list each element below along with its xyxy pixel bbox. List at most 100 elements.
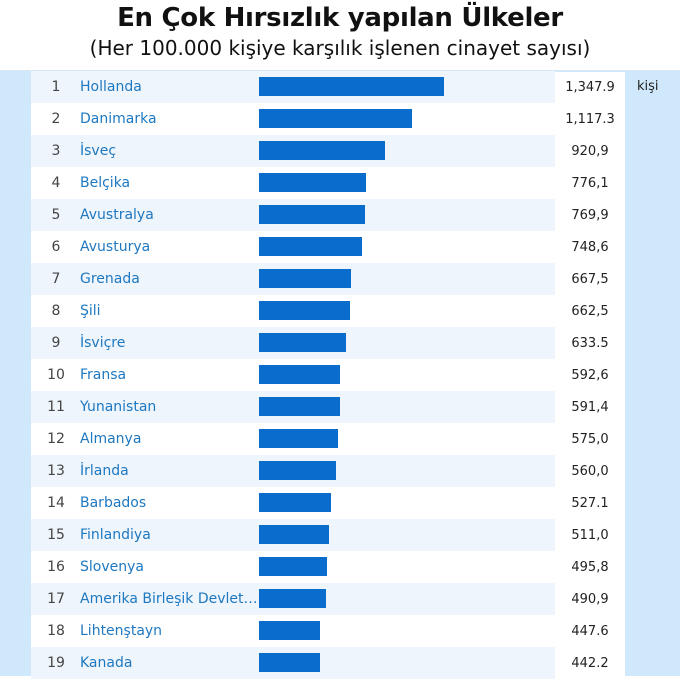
table-row: 6 Avusturya (31, 231, 555, 263)
value-cell: 592,6 (555, 360, 625, 392)
country-name[interactable]: Danimarka (80, 111, 157, 127)
country-name[interactable]: Barbados (80, 495, 147, 511)
value-cell: 1,117.3 (555, 104, 625, 136)
unit-label: kişi (637, 79, 659, 94)
bar (259, 589, 326, 608)
rank-number: 5 (51, 207, 61, 223)
chart-subtitle: (Her 100.000 kişiye karşılık işlenen cin… (89, 36, 591, 60)
bar (259, 269, 351, 288)
bar (259, 461, 336, 480)
table-row: 9 İsviçre (31, 327, 555, 359)
country-name[interactable]: Finlandiya (80, 527, 151, 543)
rank-number: 12 (47, 431, 65, 447)
value-cell: 442.2 (555, 648, 625, 680)
rank-number: 15 (47, 527, 65, 543)
table-row: 8 Şili (31, 295, 555, 327)
value-cell: 447.6 (555, 616, 625, 648)
bar (259, 205, 365, 224)
country-name[interactable]: Avusturya (80, 239, 151, 255)
value-label: 769,9 (571, 208, 609, 223)
value-cell: 527.1 (555, 488, 625, 520)
bar (259, 301, 350, 320)
country-name[interactable]: Lihtenştayn (80, 623, 163, 639)
value-label: 442.2 (571, 656, 609, 671)
bar (259, 173, 366, 192)
value-cell: 920,9 (555, 136, 625, 168)
rank-number: 13 (47, 463, 65, 479)
value-cell: 1,347.9 (555, 72, 625, 104)
value-label: 447.6 (571, 624, 609, 639)
value-cell: 769,9 (555, 200, 625, 232)
value-label: 495,8 (571, 560, 609, 575)
rank-number: 1 (51, 79, 61, 95)
value-label: 560,0 (571, 464, 609, 479)
bar (259, 493, 331, 512)
rank-number: 6 (51, 239, 61, 255)
country-name[interactable]: Slovenya (80, 559, 144, 575)
table-row: 16 Slovenya (31, 551, 555, 583)
frame-left (0, 70, 31, 676)
value-label: 527.1 (571, 496, 609, 511)
table-row: 12 Almanya (31, 423, 555, 455)
value-label: 1,117.3 (565, 112, 615, 127)
table-row: 3 İsveç (31, 135, 555, 167)
country-name[interactable]: Fransa (80, 367, 127, 383)
country-name[interactable]: Amerika Birleşik Devletl... (80, 591, 258, 607)
bar (259, 77, 444, 96)
rank-number: 4 (51, 175, 61, 191)
bar (259, 621, 320, 640)
chart-title: En Çok Hırsızlık yapılan Ülkeler (117, 3, 563, 33)
table-row: 1 Hollanda (31, 71, 555, 103)
bar (259, 653, 320, 672)
country-name[interactable]: Hollanda (80, 79, 142, 95)
value-cell: 575,0 (555, 424, 625, 456)
value-label: 1,347.9 (565, 80, 615, 95)
rank-number: 17 (47, 591, 65, 607)
value-cell: 560,0 (555, 456, 625, 488)
table-row: 4 Belçika (31, 167, 555, 199)
rank-number: 10 (47, 367, 65, 383)
value-label: 920,9 (571, 144, 609, 159)
country-name[interactable]: Belçika (80, 175, 131, 191)
value-label: 662,5 (571, 304, 609, 319)
bar (259, 365, 340, 384)
value-cell: 667,5 (555, 264, 625, 296)
country-name[interactable]: Şili (80, 303, 101, 319)
value-cell: 633.5 (555, 328, 625, 360)
bar (259, 109, 412, 128)
table-row: 2 Danimarka (31, 103, 555, 135)
rank-number: 7 (51, 271, 61, 287)
country-name[interactable]: Avustralya (80, 207, 154, 223)
value-label: 591,4 (571, 400, 609, 415)
value-label: 748,6 (571, 240, 609, 255)
country-name[interactable]: Almanya (80, 431, 142, 447)
bar (259, 397, 340, 416)
rank-number: 8 (51, 303, 61, 319)
bar (259, 333, 346, 352)
country-name[interactable]: Kanada (80, 655, 133, 671)
table-row: 11 Yunanistan (31, 391, 555, 423)
rank-number: 16 (47, 559, 65, 575)
table-row: 18 Lihtenştayn (31, 615, 555, 647)
table-row: 13 İrlanda (31, 455, 555, 487)
value-cell: 511,0 (555, 520, 625, 552)
country-name[interactable]: Grenada (80, 271, 140, 287)
rank-number: 9 (51, 335, 61, 351)
country-name[interactable]: İsveç (80, 143, 117, 159)
value-cell: 662,5 (555, 296, 625, 328)
table-row: 17 Amerika Birleşik Devletl... (31, 583, 555, 615)
bar (259, 525, 329, 544)
ranking-table: 1 Hollanda 2 Danimarka 3 İsveç 4 Belçika 5 Avustr… (31, 70, 555, 679)
value-cell: 495,8 (555, 552, 625, 584)
country-name[interactable]: İsviçre (80, 335, 126, 351)
rank-number: 2 (51, 111, 61, 127)
value-label: 575,0 (571, 432, 609, 447)
country-name[interactable]: Yunanistan (80, 399, 157, 415)
country-name[interactable]: İrlanda (80, 463, 129, 479)
value-label: 511,0 (571, 528, 609, 543)
table-row: 7 Grenada (31, 263, 555, 295)
rank-number: 18 (47, 623, 65, 639)
table-row: 15 Finlandiya (31, 519, 555, 551)
table-row: 10 Fransa (31, 359, 555, 391)
rank-number: 14 (47, 495, 65, 511)
